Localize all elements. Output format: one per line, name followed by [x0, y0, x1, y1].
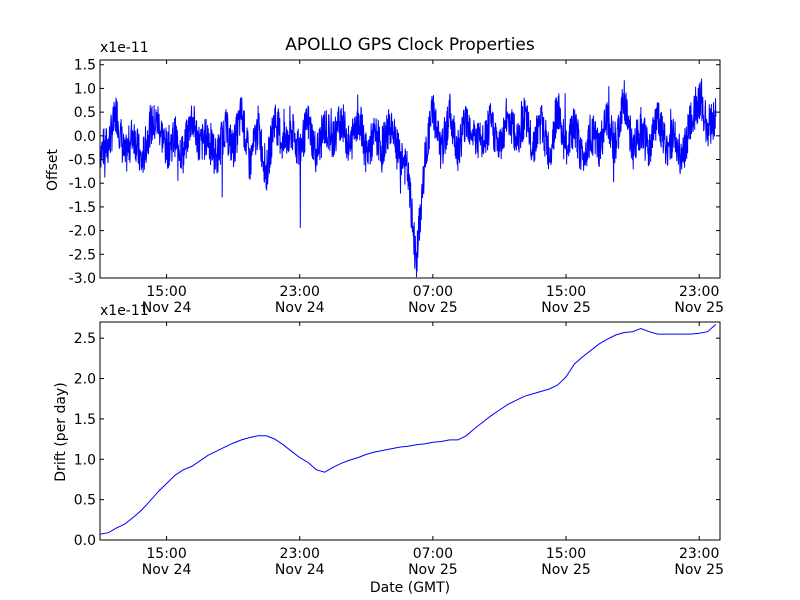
drift-series-line — [100, 324, 717, 535]
drift-xtick-date-label: Nov 24 — [275, 562, 325, 578]
drift-ytick-label: 0.5 — [74, 493, 96, 509]
offset-xtick-time-label: 23:00 — [280, 284, 320, 300]
offset-ytick-label: -2.5 — [69, 247, 96, 263]
drift-ytick-label: 2.0 — [74, 372, 96, 388]
offset-xtick-date-label: Nov 24 — [142, 300, 192, 316]
offset-xtick-time-label: 15:00 — [146, 284, 186, 300]
drift-axis-label: Drift (per day) — [53, 382, 69, 481]
offset-series-line — [100, 78, 717, 278]
drift-xtick-date-label: Nov 25 — [408, 562, 458, 578]
drift-xtick-date-label: Nov 25 — [541, 562, 591, 578]
drift-xtick-time-label: 23:00 — [679, 546, 719, 562]
offset-multiplier: x1e-11 — [100, 40, 149, 56]
offset-xtick-date-label: Nov 24 — [275, 300, 325, 316]
offset-xtick-date-label: Nov 25 — [541, 300, 591, 316]
offset-xtick-date-label: Nov 25 — [674, 300, 724, 316]
drift-ytick-label: 0.0 — [74, 533, 96, 549]
x-axis-label: Date (GMT) — [370, 580, 450, 596]
drift-plot-frame — [99, 321, 721, 541]
offset-ytick-label: -3.0 — [69, 271, 96, 287]
offset-ytick-label: -1.5 — [69, 200, 96, 216]
offset-ytick-label: 0.0 — [74, 129, 96, 145]
chart-title: APOLLO GPS Clock Properties — [285, 35, 535, 55]
offset-xtick-time-label: 23:00 — [679, 284, 719, 300]
offset-ytick-label: -2.0 — [69, 224, 96, 240]
drift-ytick-label: 1.0 — [74, 452, 96, 468]
offset-ytick-label: 1.0 — [74, 81, 96, 97]
drift-xtick-date-label: Nov 25 — [674, 562, 724, 578]
offset-ytick-label: -0.5 — [69, 153, 96, 169]
offset-ytick-label: 0.5 — [74, 105, 96, 121]
drift-xtick-date-label: Nov 24 — [142, 562, 192, 578]
drift-xtick-time-label: 15:00 — [146, 546, 186, 562]
offset-plot: -3.0 -2.5 -2.0 -1.5 -1.0 -0.5 0.0 0.5 1.0 1.5 15:0… — [69, 58, 724, 316]
offset-xtick-time-label: 15:00 — [546, 284, 586, 300]
offset-axis-label: Offset — [45, 148, 61, 191]
offset-xtick-time-label: 07:00 — [413, 284, 453, 300]
drift-multiplier: x1e-11 — [100, 303, 149, 319]
drift-xtick-time-label: 07:00 — [413, 546, 453, 562]
offset-ytick-label: -1.0 — [69, 176, 96, 192]
drift-ytick-label: 2.5 — [74, 331, 96, 347]
drift-xtick-time-label: 15:00 — [546, 546, 586, 562]
offset-plot-frame — [99, 59, 721, 279]
offset-xtick-date-label: Nov 25 — [408, 300, 458, 316]
drift-ytick-label: 1.5 — [74, 412, 96, 428]
offset-ytick-label: 1.5 — [74, 58, 96, 74]
drift-xtick-time-label: 23:00 — [280, 546, 320, 562]
